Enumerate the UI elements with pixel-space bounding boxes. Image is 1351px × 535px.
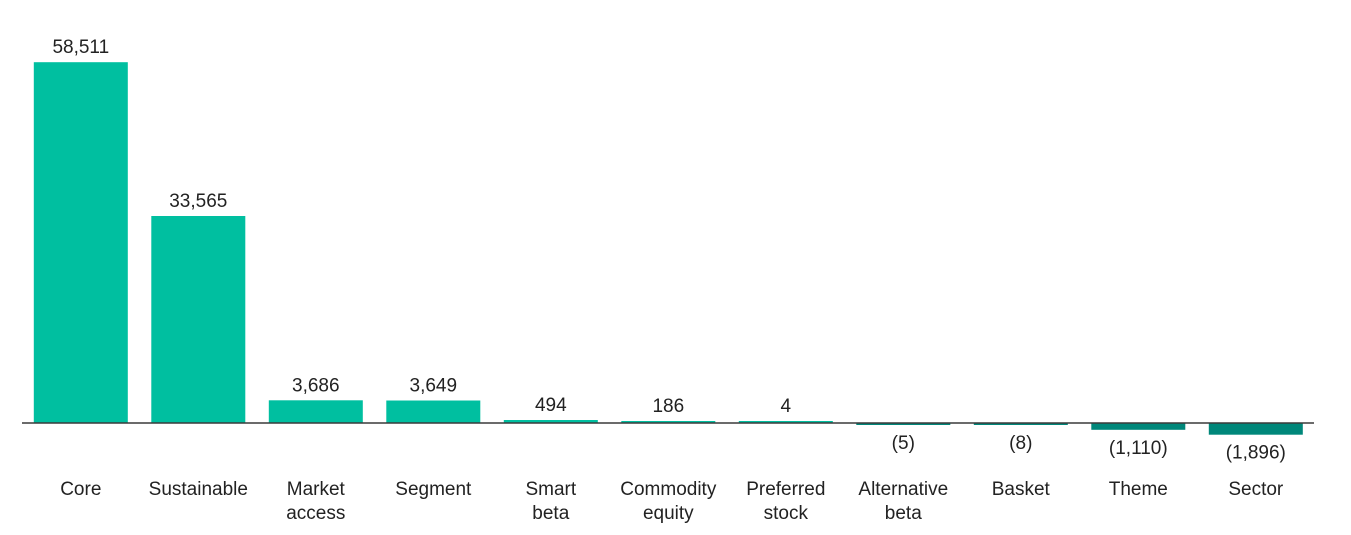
category-label-10: Sector <box>1228 479 1284 500</box>
value-label-2: 3,686 <box>292 375 340 396</box>
category-label-0: Core <box>60 479 101 500</box>
value-label-10: (1,896) <box>1226 443 1286 464</box>
value-label-1: 33,565 <box>169 191 227 212</box>
category-label-6-line-1: stock <box>764 503 809 524</box>
bar-1 <box>151 216 246 423</box>
value-label-3: 3,649 <box>410 376 458 397</box>
category-label-8: Basket <box>992 479 1051 500</box>
category-label-1: Sustainable <box>149 479 248 500</box>
bar-8 <box>973 423 1068 425</box>
value-label-9: (1,110) <box>1109 438 1168 459</box>
bar-2 <box>268 400 363 423</box>
bar-0 <box>33 62 128 423</box>
value-label-7: (5) <box>892 433 915 454</box>
category-label-5-line-0: Commodity <box>620 479 717 500</box>
value-label-6: 4 <box>781 396 792 417</box>
category-label-4-line-0: Smart <box>525 479 576 500</box>
value-labels-group: 58,511 33,565 3,686 3,649 494 186 4 (5) (8) (1,11… <box>52 37 1285 464</box>
bars-group <box>33 62 1303 435</box>
bar-4 <box>503 420 598 423</box>
bar-5 <box>621 421 716 423</box>
value-label-0: 58,511 <box>52 37 109 58</box>
bar-6 <box>738 421 833 423</box>
value-label-4: 494 <box>535 395 567 416</box>
category-label-2-line-0: Market <box>287 479 346 500</box>
value-label-8: (8) <box>1009 433 1032 454</box>
category-labels-group: Core Sustainable Market access Segment Smart b… <box>60 479 1284 524</box>
bar-3 <box>386 400 481 423</box>
category-label-7-line-0: Alternative <box>858 479 948 500</box>
category-label-9: Theme <box>1109 479 1168 500</box>
category-label-2-line-1: access <box>286 503 345 524</box>
bar-9 <box>1091 423 1186 430</box>
category-label-6-line-0: Preferred <box>746 479 825 500</box>
category-label-7-line-1: beta <box>885 503 922 524</box>
category-label-3: Segment <box>395 479 472 500</box>
category-label-4-line-1: beta <box>532 503 569 524</box>
bar-10 <box>1208 423 1303 435</box>
category-label-5-line-1: equity <box>643 503 694 524</box>
value-label-5: 186 <box>652 396 684 417</box>
bar-7 <box>856 423 951 425</box>
